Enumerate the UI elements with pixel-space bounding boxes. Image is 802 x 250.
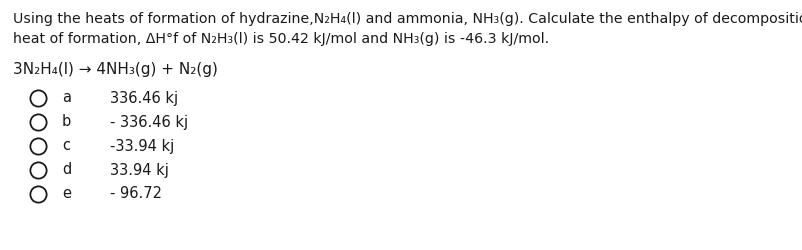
Text: 3N₂H₄(l) → 4NH₃(g) + N₂(g): 3N₂H₄(l) → 4NH₃(g) + N₂(g) (13, 62, 217, 77)
Text: e: e (62, 186, 71, 202)
Text: - 96.72: - 96.72 (110, 186, 162, 202)
Text: d: d (62, 162, 71, 178)
Text: -33.94 kj: -33.94 kj (110, 138, 174, 154)
Text: c: c (62, 138, 70, 154)
Text: 336.46 kj: 336.46 kj (110, 90, 178, 106)
Text: - 336.46 kj: - 336.46 kj (110, 114, 188, 130)
Text: b: b (62, 114, 71, 130)
Text: 33.94 kj: 33.94 kj (110, 162, 168, 178)
Text: heat of formation, ΔH°f of N₂H₃(l) is 50.42 kJ/mol and NH₃(g) is -46.3 kJ/mol.: heat of formation, ΔH°f of N₂H₃(l) is 50… (13, 32, 549, 46)
Text: a: a (62, 90, 71, 106)
Text: Using the heats of formation of hydrazine,N₂H₄(l) and ammonia, NH₃(g). Calculate: Using the heats of formation of hydrazin… (13, 12, 802, 26)
